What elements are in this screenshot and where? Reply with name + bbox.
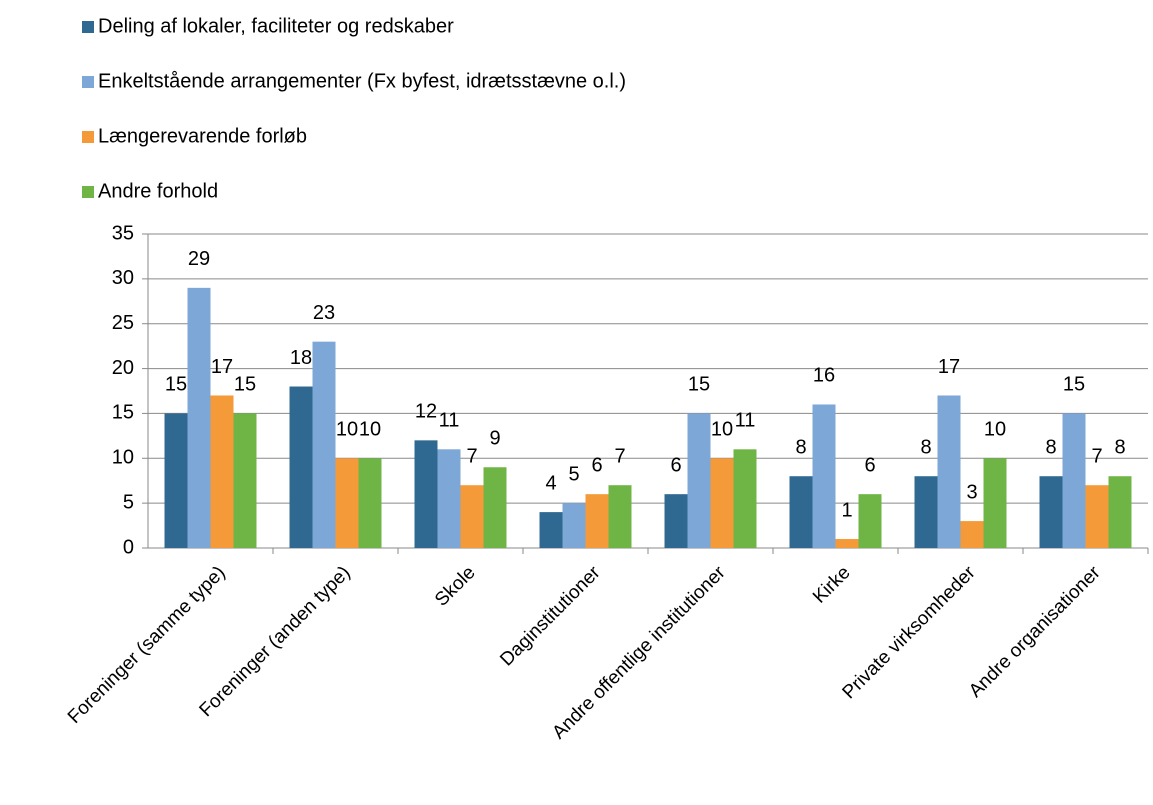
bar xyxy=(1039,476,1063,548)
bar xyxy=(789,476,813,548)
bar xyxy=(1062,413,1086,548)
data-label: 10 xyxy=(711,419,733,441)
bar xyxy=(233,413,257,548)
data-label: 4 xyxy=(545,472,556,494)
legend-label: Enkeltstående arrangementer (Fx byfest, … xyxy=(98,70,626,92)
bar xyxy=(460,485,484,548)
data-label: 6 xyxy=(864,454,875,476)
legend-swatch xyxy=(82,76,94,88)
legend-label: Længerevarende forløb xyxy=(98,125,307,147)
y-tick-label: 5 xyxy=(123,491,134,513)
data-label: 12 xyxy=(415,401,437,423)
y-tick-label: 15 xyxy=(112,402,134,424)
data-label: 8 xyxy=(920,437,931,459)
x-tick-label: Andre organisationer xyxy=(965,562,1105,702)
data-label: 15 xyxy=(688,374,710,396)
x-tick-label: Skole xyxy=(431,562,479,610)
bar xyxy=(687,413,711,548)
data-label: 11 xyxy=(439,410,460,432)
data-label: 15 xyxy=(234,374,256,396)
bar xyxy=(312,341,336,548)
data-label: 7 xyxy=(466,445,477,467)
y-tick-label: 35 xyxy=(112,222,134,244)
legend-label: Andre forhold xyxy=(98,180,218,202)
bar xyxy=(835,539,859,548)
legend-swatch xyxy=(82,131,94,143)
y-tick-label: 0 xyxy=(123,536,134,558)
data-label: 23 xyxy=(313,302,335,324)
data-label: 8 xyxy=(1114,437,1125,459)
y-tick-label: 30 xyxy=(112,267,134,289)
legend-label: Deling af lokaler, faciliteter og redska… xyxy=(98,15,454,37)
bar xyxy=(585,494,609,548)
y-tick-label: 20 xyxy=(112,357,134,379)
bar xyxy=(608,485,632,548)
data-label: 6 xyxy=(670,454,681,476)
bar xyxy=(733,449,757,548)
bar xyxy=(937,395,961,548)
bar xyxy=(562,503,586,548)
data-label: 1 xyxy=(841,499,852,521)
data-label: 11 xyxy=(735,410,756,432)
data-label: 9 xyxy=(489,428,500,450)
x-tick-label: Private virksomheder xyxy=(839,562,981,704)
data-label: 15 xyxy=(165,374,187,396)
data-label: 15 xyxy=(1063,374,1085,396)
bar xyxy=(358,458,382,548)
data-label: 10 xyxy=(336,419,358,441)
bar xyxy=(983,458,1007,548)
data-label: 3 xyxy=(966,481,977,503)
data-label: 16 xyxy=(813,365,835,387)
bar xyxy=(335,458,359,548)
bar xyxy=(164,413,188,548)
bar xyxy=(812,404,836,548)
bar xyxy=(414,440,438,548)
data-label: 5 xyxy=(568,463,579,485)
bar xyxy=(187,287,211,548)
bar xyxy=(437,449,461,548)
data-label: 10 xyxy=(359,419,381,441)
y-tick-label: 10 xyxy=(112,447,134,469)
data-label: 7 xyxy=(1091,445,1102,467)
x-tick-label: Kirke xyxy=(809,562,854,607)
bar xyxy=(664,494,688,548)
data-label: 10 xyxy=(984,419,1006,441)
bar xyxy=(210,395,234,548)
data-label: 8 xyxy=(1045,437,1056,459)
data-label: 29 xyxy=(188,248,210,270)
bar xyxy=(289,386,313,548)
legend-swatch xyxy=(82,186,94,198)
data-label: 6 xyxy=(591,454,602,476)
data-label: 17 xyxy=(211,356,233,378)
data-label: 8 xyxy=(795,437,806,459)
data-label: 7 xyxy=(614,445,625,467)
bar xyxy=(710,458,734,548)
bar xyxy=(1085,485,1109,548)
bar xyxy=(960,521,984,548)
legend-swatch xyxy=(82,21,94,33)
bar xyxy=(1108,476,1132,548)
bar xyxy=(858,494,882,548)
bar xyxy=(483,467,507,548)
bar xyxy=(914,476,938,548)
data-label: 18 xyxy=(290,347,312,369)
bar xyxy=(539,512,563,548)
data-label: 17 xyxy=(938,356,960,378)
y-tick-label: 25 xyxy=(112,312,134,334)
x-tick-label: Daginstitutioner xyxy=(496,562,605,671)
